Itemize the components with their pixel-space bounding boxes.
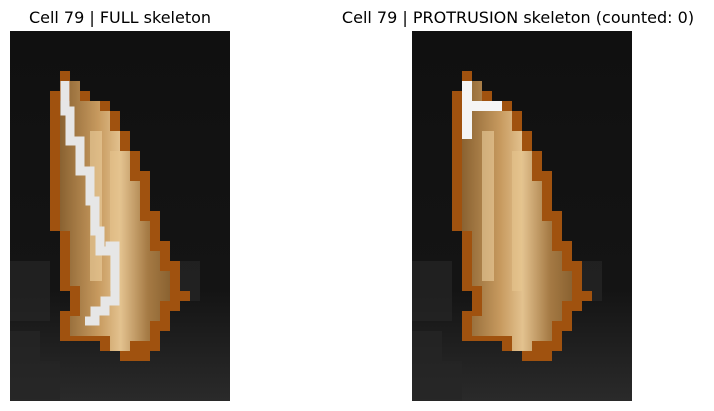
right-panel-image: [412, 31, 632, 401]
skeleton-line: [60, 81, 120, 326]
left-panel-title: Cell 79 | FULL skeleton: [28, 8, 212, 27]
left-panel-image: [10, 31, 230, 401]
protrusion-skeleton: [462, 81, 502, 139]
right-panel-title: Cell 79 | PROTRUSION skeleton (counted: …: [341, 8, 695, 27]
